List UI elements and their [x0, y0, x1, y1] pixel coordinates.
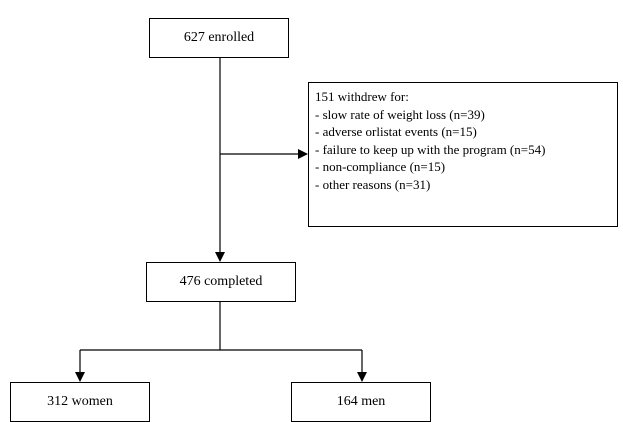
completed-box: 476 completed	[146, 262, 296, 302]
withdrew-box: 151 withdrew for: - slow rate of weight …	[308, 82, 618, 227]
withdrew-reason: - non-compliance (n=15)	[315, 159, 446, 174]
women-box: 312 women	[10, 382, 150, 422]
withdrew-reason: - adverse orlistat events (n=15)	[315, 124, 477, 139]
withdrew-heading: 151 withdrew for:	[315, 89, 409, 104]
men-label: 164 men	[336, 394, 386, 409]
withdrew-reason: - slow rate of weight loss (n=39)	[315, 106, 485, 122]
men-box: 164 men	[291, 382, 431, 422]
withdrew-reasons-list: - slow rate of weight loss (n=39) - adve…	[315, 106, 617, 194]
withdrew-reason: - failure to keep up with the program (n…	[315, 141, 546, 157]
completed-label: 476 completed	[179, 274, 263, 289]
withdrew-reason: - other reasons (n=31)	[315, 176, 431, 192]
women-label: 312 women	[47, 394, 113, 409]
enrolled-box: 627 enrolled	[149, 18, 289, 58]
enrolled-label: 627 enrolled	[183, 30, 255, 45]
